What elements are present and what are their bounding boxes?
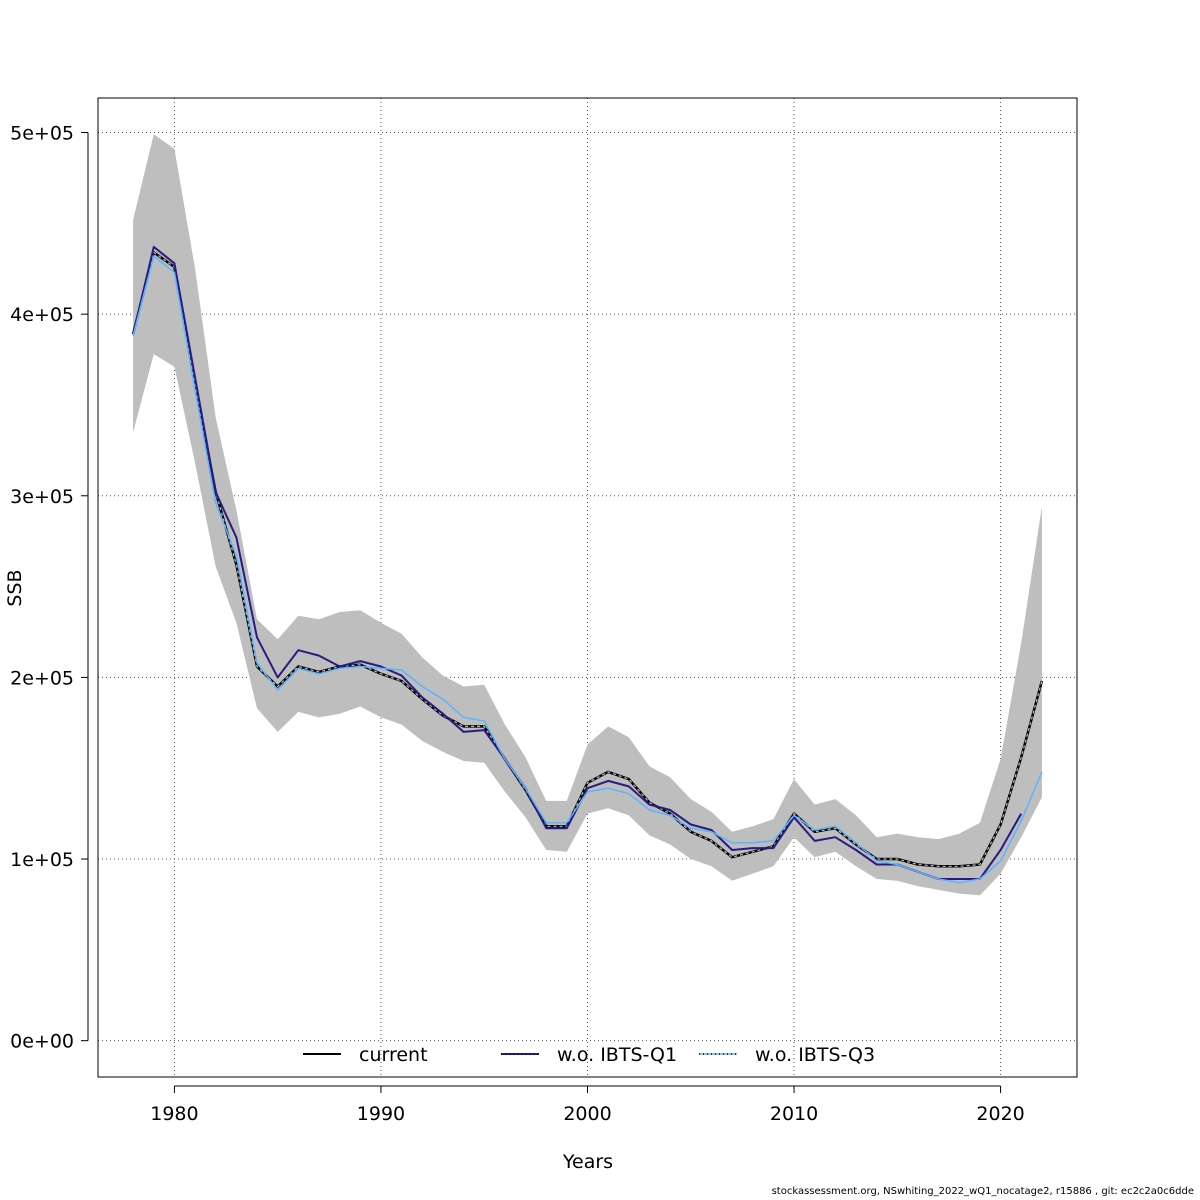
series-lines	[131, 245, 1044, 884]
plot-frame	[97, 97, 1078, 1078]
y-axis: 0e+00 1e+05 2e+05 3e+05 4e+05 5e+05	[10, 123, 89, 1053]
x-tick-label: 2020	[976, 1103, 1024, 1125]
x-tick-label: 2000	[563, 1103, 611, 1125]
legend-label: w.o. IBTS-Q1	[557, 1044, 677, 1066]
confidence-band	[133, 134, 1042, 896]
y-tick-label: 5e+05	[10, 123, 74, 145]
y-axis-title: SSB	[4, 569, 26, 606]
y-tick-label: 2e+05	[10, 667, 74, 689]
footer-note: stockassessment.org, NSwhiting_2022_wQ1_…	[771, 1186, 1194, 1197]
y-tick-label: 0e+00	[10, 1031, 74, 1053]
series-line-2	[132, 255, 1043, 884]
x-axis-title: Years	[562, 1151, 613, 1173]
series-line-0-dash	[132, 251, 1043, 867]
y-tick-label: 4e+05	[10, 304, 74, 326]
legend-label: current	[359, 1044, 428, 1066]
y-tick-label: 3e+05	[10, 486, 74, 508]
x-tick-label: 1990	[357, 1103, 405, 1125]
legend: current w.o. IBTS-Q1 w.o. IBTS-Q3	[303, 1044, 875, 1066]
x-tick-label: 1980	[150, 1103, 198, 1125]
x-tick-label: 2010	[770, 1103, 818, 1125]
y-tick-label: 1e+05	[10, 849, 74, 871]
legend-label: w.o. IBTS-Q3	[755, 1044, 875, 1066]
x-axis: 1980 1990 2000 2010 2020	[150, 1085, 1025, 1125]
